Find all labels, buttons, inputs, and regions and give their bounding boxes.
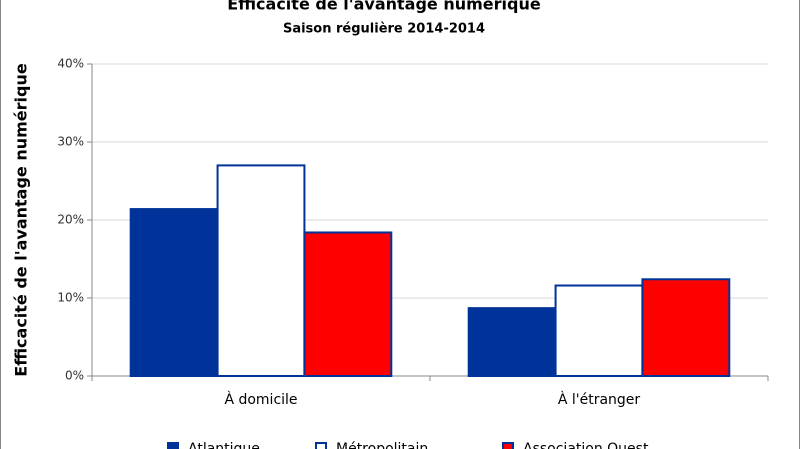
chart-title: Efficacité de l'avantage numérique	[227, 0, 541, 14]
bar	[129, 208, 219, 377]
bar	[216, 164, 306, 377]
y-tick-label: 10%	[57, 291, 84, 305]
legend-swatch	[167, 442, 179, 449]
y-axis-label: Efficacité de l'avantage numérique	[12, 63, 31, 377]
bar	[303, 231, 393, 377]
legend-label: Atlantique	[188, 441, 260, 449]
y-tick-label: 40%	[57, 57, 84, 71]
bar	[554, 284, 644, 377]
y-tick-label: 20%	[57, 213, 84, 227]
chart-subtitle: Saison régulière 2014-2014	[283, 22, 485, 37]
legend-swatch	[502, 442, 514, 449]
x-tick-label: À domicile	[224, 391, 297, 408]
legend-label: Association Ouest	[523, 441, 649, 449]
legend-swatch	[315, 442, 327, 449]
x-tick-label: À l'étranger	[558, 391, 641, 408]
bar	[467, 307, 557, 378]
legend-label: Métropolitain	[336, 441, 428, 449]
bar	[641, 278, 731, 377]
y-tick-label: 30%	[57, 135, 84, 149]
y-tick-label: 0%	[65, 369, 84, 383]
